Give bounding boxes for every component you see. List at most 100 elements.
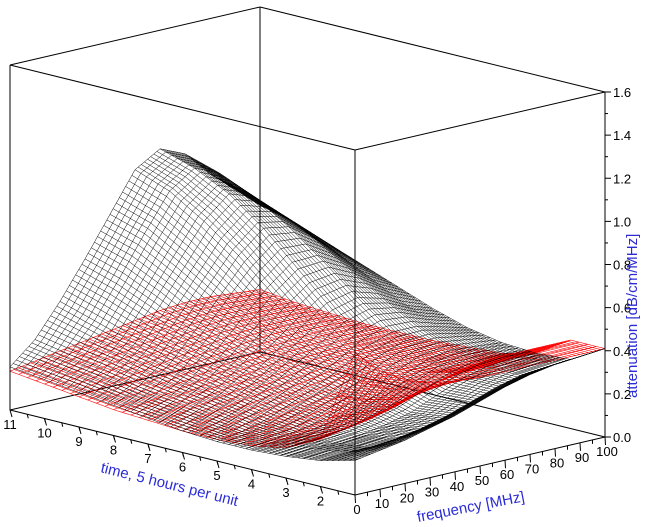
surface-mesh-red <box>9 289 606 449</box>
mesh-line <box>234 292 581 360</box>
x-tick <box>404 483 406 492</box>
z-tick-label: 1.4 <box>613 128 631 143</box>
x-tick-label: 70 <box>525 461 539 476</box>
z-tick-label: 1.2 <box>613 171 631 186</box>
mesh-line <box>100 230 446 433</box>
mesh-line <box>162 149 509 401</box>
x-tick <box>479 465 481 475</box>
mesh-line <box>159 148 506 403</box>
mesh-line <box>243 291 589 358</box>
x-tick-label: 30 <box>425 485 439 500</box>
mesh-line <box>13 363 359 460</box>
mesh-line <box>97 236 443 435</box>
x-tick <box>379 489 381 498</box>
mesh-line <box>159 310 506 384</box>
mesh-line <box>201 298 547 370</box>
y-minor-tick <box>164 448 167 453</box>
x-tick <box>579 442 581 451</box>
mesh-line <box>106 219 452 431</box>
mesh-line <box>169 150 515 397</box>
y-tick-label: 10 <box>37 426 51 441</box>
y-tick <box>9 409 13 418</box>
mesh-line <box>134 169 481 417</box>
surface-mesh-black <box>9 148 606 461</box>
z-tick-label: 1.6 <box>613 85 631 100</box>
y-tick-label: 7 <box>144 451 151 466</box>
mesh-line <box>25 349 371 456</box>
mesh-line <box>22 352 368 457</box>
mesh-line <box>94 241 440 436</box>
mesh-line <box>150 156 496 408</box>
mesh-line <box>56 305 402 448</box>
y-minor-tick <box>44 418 46 423</box>
x-tick-label: 0 <box>353 502 360 517</box>
y-minor-tick <box>337 490 340 495</box>
z-axis-title: attenuation [dB/cm/MHz] <box>624 234 641 398</box>
mesh-line <box>28 346 374 455</box>
x-tick-label: 20 <box>400 490 414 505</box>
y-minor-tick <box>78 426 81 432</box>
z-tick-label: 0.8 <box>613 258 631 273</box>
mesh-line <box>116 202 462 426</box>
mesh-line <box>59 301 406 448</box>
x-tick-label: 10 <box>375 496 389 511</box>
box-edge <box>354 91 606 151</box>
z-tick-label: 0.4 <box>613 344 631 359</box>
x-tick-label: 60 <box>500 467 514 482</box>
x-tick <box>354 494 356 504</box>
x-tick <box>604 436 606 446</box>
mesh-line <box>84 258 431 440</box>
mesh-line <box>153 153 499 406</box>
y-minor-tick <box>302 482 305 487</box>
y-minor-tick <box>113 435 115 440</box>
x-tick-label: 90 <box>575 450 589 465</box>
mesh-line <box>137 166 484 415</box>
z-tick-label: 0.2 <box>613 387 631 402</box>
mesh-line <box>197 299 543 371</box>
mesh-line <box>164 308 510 382</box>
mesh-line <box>53 310 399 449</box>
mesh-line <box>141 164 487 414</box>
mesh-line <box>172 151 518 396</box>
mesh-line <box>37 334 384 453</box>
y-minor-tick <box>320 486 322 491</box>
y-minor-tick <box>147 443 150 449</box>
mesh-line <box>147 158 493 410</box>
y-axis-title: time, 5 hours per unit <box>99 459 241 510</box>
box-edge <box>9 6 261 66</box>
mesh-line <box>31 342 377 454</box>
mesh-line <box>87 253 434 438</box>
x-tick <box>504 460 506 469</box>
mesh-line <box>84 340 431 423</box>
mesh-line <box>41 329 387 452</box>
x-tick-label: 50 <box>475 473 489 488</box>
box-front-edges <box>9 6 606 496</box>
z-tick-label: 0.6 <box>613 301 631 316</box>
x-tick <box>554 448 556 457</box>
mesh-line <box>78 269 424 442</box>
mesh-line <box>119 197 465 425</box>
mesh-line <box>72 279 418 444</box>
mesh-line <box>91 247 437 437</box>
x-tick-label: 80 <box>550 456 564 471</box>
box-edge <box>9 64 356 151</box>
mesh-line <box>62 295 409 447</box>
mesh-line <box>259 205 606 360</box>
mesh-line <box>122 191 468 423</box>
mesh-line <box>50 315 396 450</box>
mesh-line <box>144 161 490 412</box>
mesh-line <box>112 208 459 428</box>
x-tick <box>429 477 431 486</box>
mesh-line <box>255 289 601 355</box>
y-minor-tick <box>233 465 236 470</box>
mesh-line <box>166 149 512 399</box>
axis-ticks <box>9 91 611 504</box>
mesh-line <box>259 289 606 354</box>
y-minor-tick <box>268 473 271 478</box>
y-tick-label: 5 <box>213 468 220 483</box>
mesh-line <box>230 293 576 361</box>
x-tick <box>454 471 456 480</box>
y-tick-label: 2 <box>317 494 324 509</box>
